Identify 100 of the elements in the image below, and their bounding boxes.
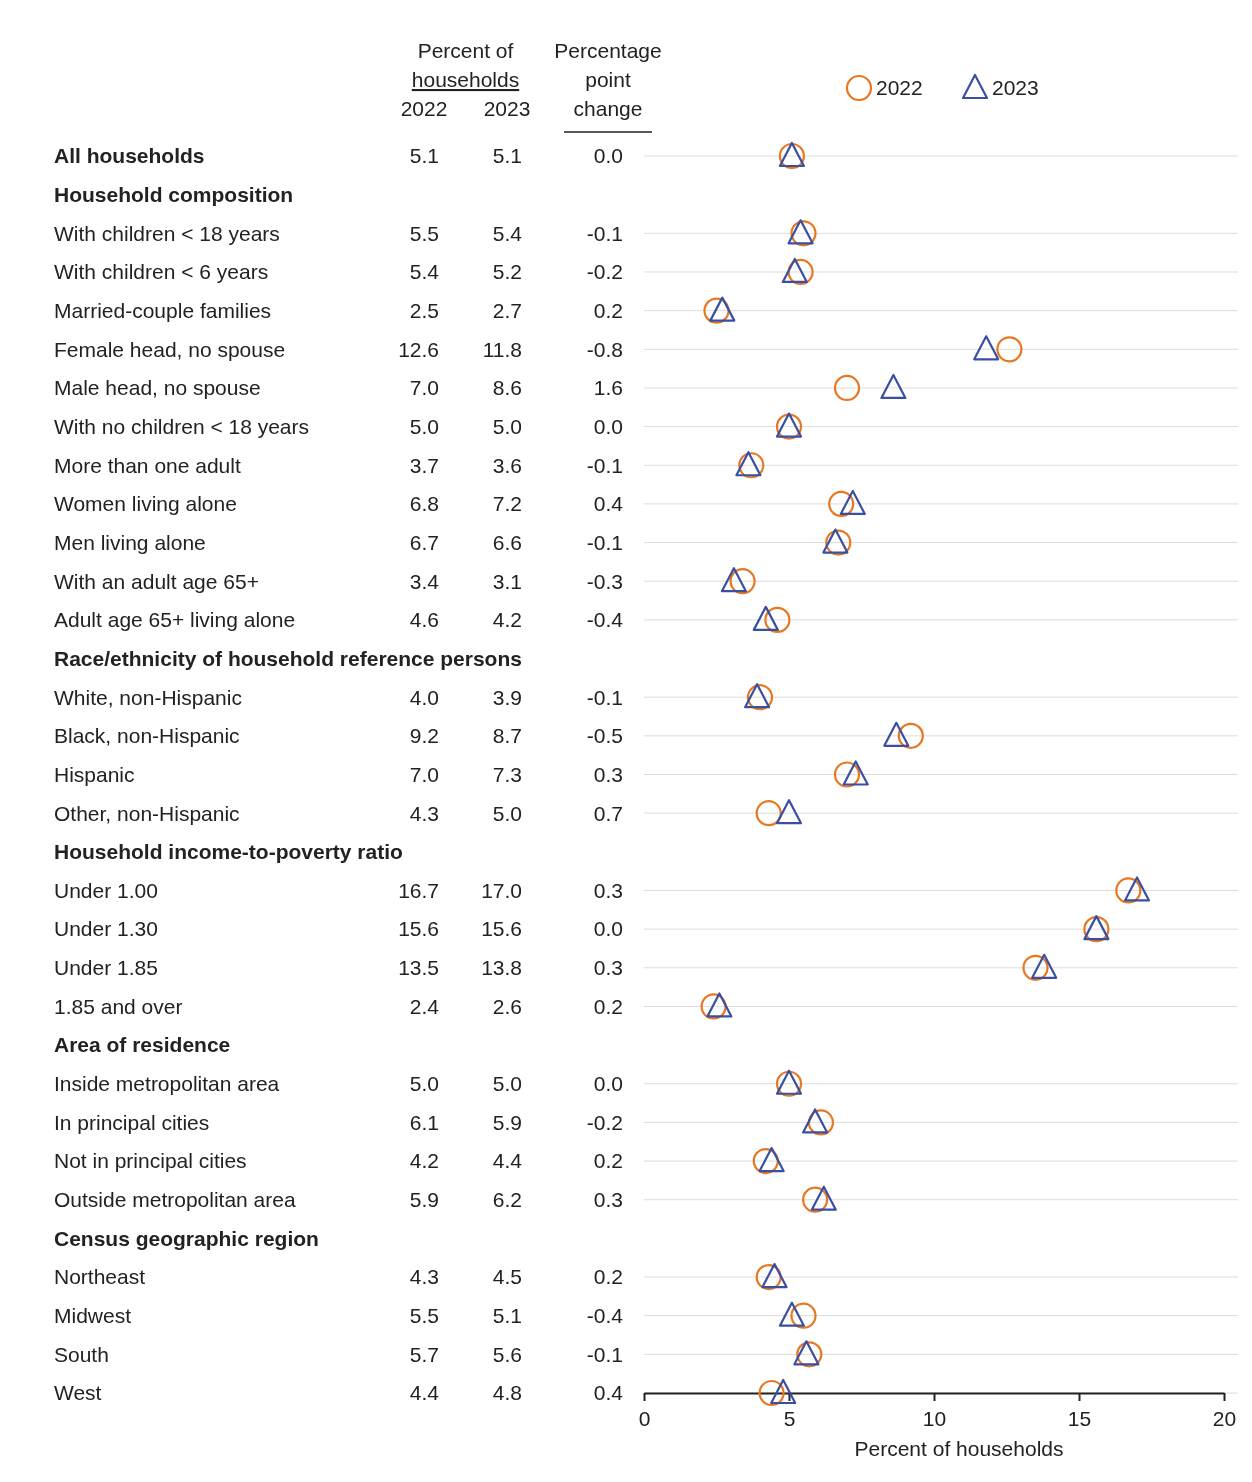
data-label: 5.0	[492, 1072, 522, 1096]
text: 0.2	[593, 994, 623, 1018]
point	[758, 1146, 785, 1173]
point	[880, 373, 907, 400]
text: -0.1	[586, 530, 623, 554]
text: 0.0	[593, 144, 623, 168]
data-label: 4.6	[409, 608, 439, 632]
point	[755, 1263, 782, 1291]
y-tick-label: With children < 18 years	[54, 221, 280, 245]
y-tick-label: All households	[54, 144, 205, 168]
point	[810, 1185, 837, 1211]
data-label: 7.2	[492, 492, 522, 516]
text: 2022	[400, 97, 448, 120]
y-tick-label: Household composition	[54, 183, 294, 207]
y-tick-label: Men living alone	[54, 530, 206, 554]
x-tick-label: 15	[1067, 1407, 1092, 1431]
point	[700, 993, 727, 1020]
point	[758, 1379, 785, 1407]
y-tick-label: Midwest	[54, 1304, 132, 1328]
text: 0.3	[593, 762, 623, 786]
point	[842, 760, 869, 786]
data-label: 13.8	[481, 956, 522, 980]
text: 2023	[483, 97, 531, 120]
data-label: 6.7	[409, 530, 439, 554]
point	[833, 761, 861, 788]
data-label: 5.6	[492, 1342, 522, 1366]
data-label: 12.6	[398, 337, 439, 361]
y-tick-label: More than one adult	[54, 453, 241, 477]
data-label: 5.2	[492, 260, 522, 284]
point	[897, 722, 924, 749]
y-tick-label: With an adult age 65+	[54, 569, 259, 593]
text: Percentage point change	[554, 39, 662, 120]
data-label: 4.0	[409, 685, 439, 709]
data-label: 6.2	[492, 1188, 522, 1212]
y-tick-label: Under 1.00	[54, 878, 158, 902]
y-tick-label: Census geographic region	[54, 1226, 319, 1250]
data-label: 4.4	[409, 1381, 440, 1405]
data-label: 6.8	[409, 492, 439, 516]
y-tick-label: Other, non-Hispanic	[54, 801, 240, 825]
data-label: 6.6	[492, 530, 522, 554]
data-label: 5.1	[409, 144, 439, 168]
y-tick-label: Women living alone	[54, 492, 237, 516]
text: 0.2	[593, 298, 623, 322]
y-tick-label: Married-couple families	[54, 298, 272, 322]
x-tick-label: 0	[638, 1407, 651, 1431]
y-tick-label: Race/ethnicity of household reference persons	[54, 646, 522, 670]
point	[1123, 876, 1151, 902]
point	[729, 568, 756, 595]
point	[752, 605, 779, 631]
point	[973, 335, 1000, 361]
data-label: 3.7	[409, 453, 439, 477]
legend-label: 2023	[992, 76, 1039, 100]
text: -0.1	[586, 221, 623, 245]
data-label: 8.7	[492, 724, 522, 748]
point	[1115, 877, 1142, 904]
text: 0.0	[593, 414, 623, 438]
y-tick-label: Northeast	[54, 1265, 146, 1289]
point	[703, 297, 730, 324]
data-label: 4.3	[409, 1265, 439, 1289]
x-tick-label: 20	[1212, 1407, 1237, 1431]
data-label: 4.4	[492, 1149, 523, 1173]
y-tick-label: Black, non-Hispanic	[54, 724, 240, 748]
x-axis-title: Percent of households	[854, 1437, 1064, 1460]
data-label: 5.0	[409, 414, 439, 438]
text: -0.5	[586, 724, 623, 748]
y-tick-label: Hispanic	[54, 762, 135, 786]
y-tick-label: Female head, no spouse	[54, 337, 286, 361]
data-label: 7.0	[409, 762, 439, 786]
point	[828, 490, 855, 518]
data-label: 16.7	[398, 878, 439, 902]
y-tick-label: Household income-to-poverty ratio	[54, 840, 403, 864]
data-label: 5.0	[409, 1072, 439, 1096]
text: -0.1	[586, 1342, 623, 1366]
text: 1.6	[593, 376, 623, 400]
point	[752, 1147, 779, 1175]
data-label: 4.2	[492, 608, 522, 632]
point	[1031, 953, 1058, 979]
text: 0.4	[593, 1381, 624, 1405]
point	[781, 257, 808, 284]
data-label: 3.6	[492, 453, 522, 477]
data-label: 4.5	[492, 1265, 522, 1289]
y-tick-label: 1.85 and over	[54, 994, 183, 1018]
text: -0.4	[586, 1304, 624, 1328]
text: -0.1	[586, 453, 623, 477]
point	[839, 489, 866, 516]
point	[709, 296, 736, 322]
data-label: 5.9	[409, 1188, 439, 1212]
text: -0.2	[586, 1110, 623, 1134]
point	[883, 721, 910, 747]
point	[775, 799, 803, 825]
y-tick-label: In principal cities	[54, 1110, 210, 1134]
y-tick-label: Male head, no spouse	[54, 376, 261, 400]
data-label: 2.6	[492, 994, 522, 1018]
y-tick-label: Under 1.85	[54, 956, 158, 980]
data-label: 2.5	[409, 298, 439, 322]
data-label: 6.1	[409, 1110, 439, 1134]
point	[770, 1378, 797, 1405]
data-label: 5.5	[409, 1304, 439, 1328]
data-label: 5.4	[492, 221, 523, 245]
text: 0.3	[593, 1188, 623, 1212]
